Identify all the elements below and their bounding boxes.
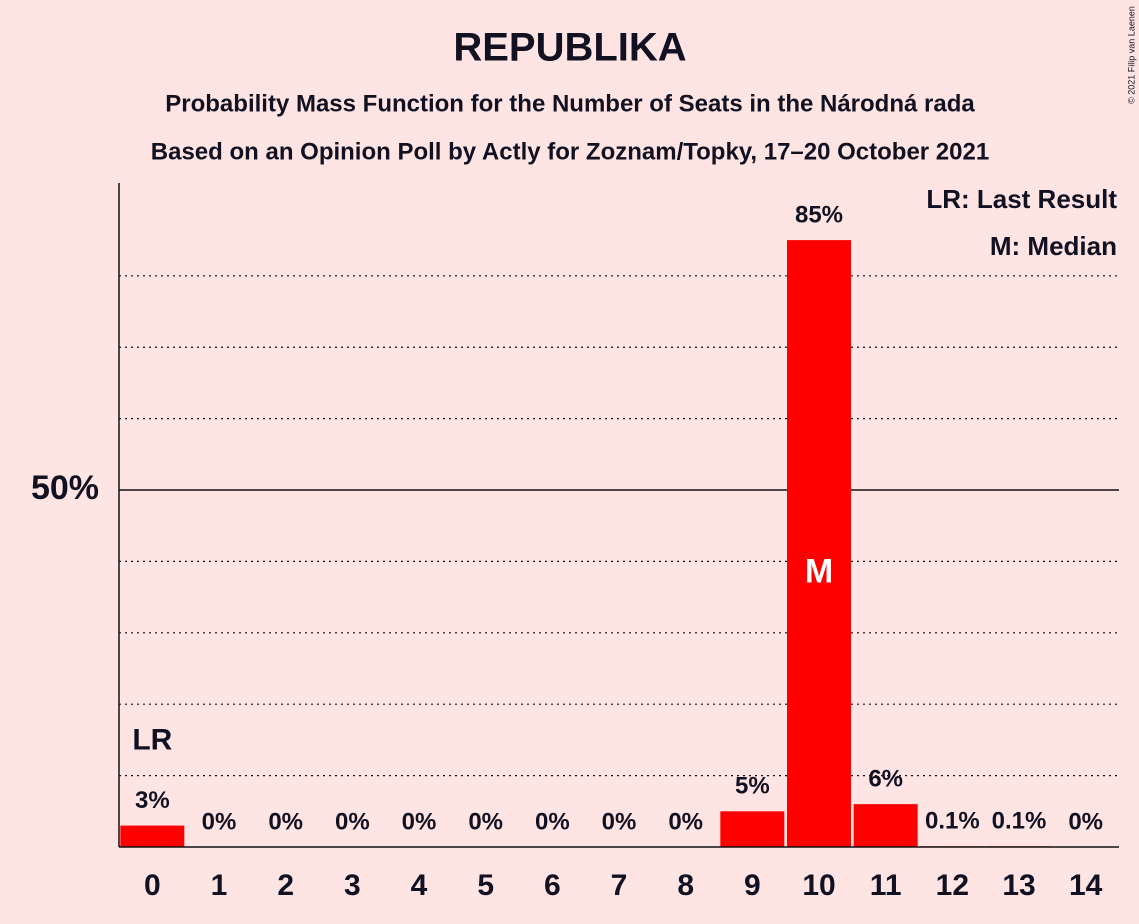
bar <box>787 240 851 847</box>
value-label: 0% <box>602 808 637 835</box>
x-tick-label: 9 <box>744 869 761 902</box>
x-tick-label: 3 <box>344 869 361 902</box>
value-label: 0% <box>335 808 370 835</box>
x-tick-label: 7 <box>611 869 628 902</box>
x-tick-label: 10 <box>802 869 835 902</box>
value-label: 0.1% <box>992 808 1047 835</box>
x-tick-label: 6 <box>544 869 561 902</box>
median-label: M <box>805 553 833 591</box>
value-label: 3% <box>135 787 170 814</box>
x-tick-label: 13 <box>1002 869 1035 902</box>
legend-entry: M: Median <box>990 231 1117 261</box>
value-label: 0.1% <box>925 808 980 835</box>
value-label: 0% <box>268 808 303 835</box>
subtitle: Probability Mass Function for the Number… <box>165 90 975 117</box>
value-label: 0% <box>402 808 437 835</box>
bar <box>120 825 185 847</box>
value-label: 6% <box>868 766 903 793</box>
value-label: 0% <box>1068 808 1103 835</box>
x-tick-label: 2 <box>277 869 294 902</box>
x-tick-label: 4 <box>411 869 428 902</box>
chart-title: REPUBLIKA <box>453 26 686 70</box>
x-tick-label: 12 <box>936 869 969 902</box>
x-tick-label: 5 <box>477 869 494 902</box>
last-result-label: LR <box>132 724 172 757</box>
value-label: 0% <box>668 808 703 835</box>
value-label: 85% <box>795 201 843 228</box>
value-label: 5% <box>735 773 770 800</box>
x-tick-label: 14 <box>1069 869 1103 902</box>
bar <box>720 811 785 847</box>
x-tick-label: 11 <box>870 869 902 902</box>
value-label: 0% <box>468 808 503 835</box>
legend-entry: LR: Last Result <box>926 184 1117 214</box>
x-tick-label: 0 <box>144 869 161 902</box>
y-tick-label: 50% <box>31 469 99 507</box>
copyright: © 2021 Filip van Laenen <box>1126 6 1136 104</box>
value-label: 0% <box>202 808 237 835</box>
x-tick-label: 8 <box>677 869 694 902</box>
value-label: 0% <box>535 808 570 835</box>
bar <box>853 804 918 847</box>
subtitle: Based on an Opinion Poll by Actly for Zo… <box>151 138 989 165</box>
x-tick-label: 1 <box>211 869 228 902</box>
